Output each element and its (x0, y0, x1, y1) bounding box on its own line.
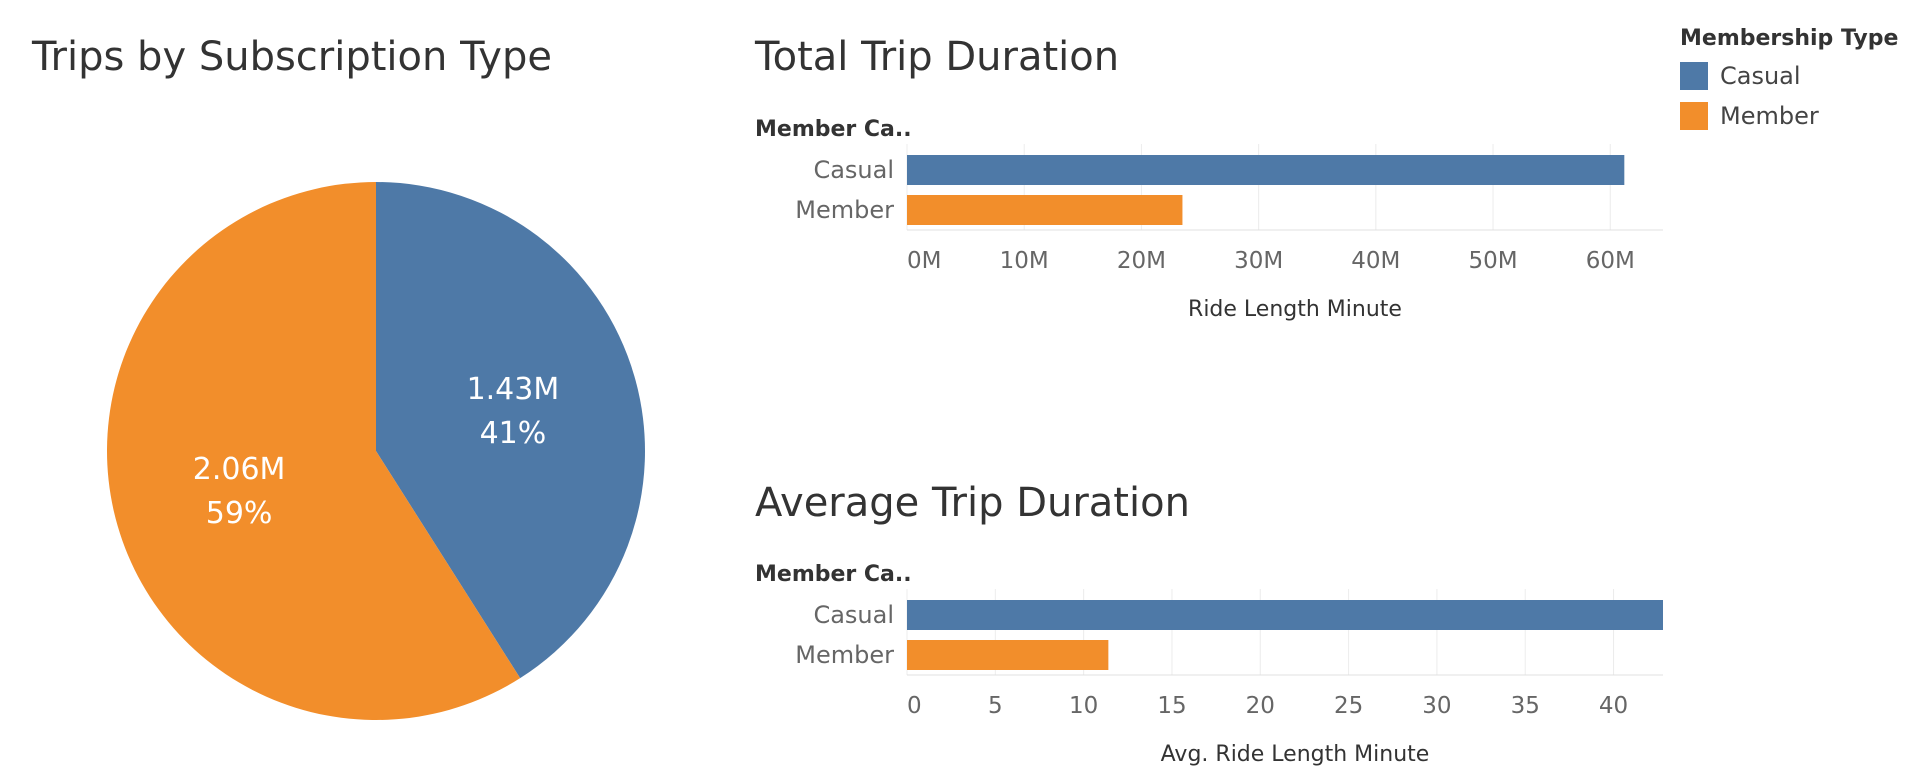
total-duration-row-header: Member Ca.. (755, 117, 912, 142)
average-duration-tick-label-1: 5 (988, 693, 1003, 719)
average-duration-x-axis-title: Avg. Ride Length Minute (1161, 742, 1430, 767)
pie-slice-member (106, 182, 521, 721)
legend-label-member: Member (1720, 102, 1819, 130)
legend-title: Membership Type (1680, 26, 1899, 51)
average-duration-tick-label-0: 0 (907, 693, 922, 719)
total-duration-tick-label-6: 60M (1586, 248, 1635, 274)
average-duration-tick-label-5: 25 (1334, 693, 1363, 719)
total-duration-category-label-casual: Casual (813, 156, 894, 184)
average-duration-tick-label-4: 20 (1246, 693, 1275, 719)
legend-swatch-member (1680, 102, 1708, 130)
total-duration-category-label-member: Member (795, 196, 894, 224)
legend-swatch-casual (1680, 62, 1708, 90)
total-duration-tick-label-3: 30M (1234, 248, 1283, 274)
average-duration-tick-label-6: 30 (1422, 693, 1451, 719)
total-duration-tick-label-4: 40M (1351, 248, 1400, 274)
average-duration-chart-title: Average Trip Duration (755, 480, 1190, 526)
average-duration-bar-member (907, 640, 1109, 670)
pie-label-value-casual: 1.43M (467, 372, 560, 407)
average-duration-tick-label-7: 35 (1511, 693, 1540, 719)
pie-label-value-member: 2.06M (193, 452, 286, 487)
total-duration-bar-casual (907, 155, 1625, 185)
pie-label-percent-member: 59% (206, 496, 273, 531)
pie-slice-casual (376, 182, 645, 679)
total-duration-x-axis-title: Ride Length Minute (1188, 297, 1402, 322)
total-duration-tick-label-1: 10M (1000, 248, 1049, 274)
legend-item-casual[interactable]: Casual (1680, 61, 1898, 91)
legend-item-member[interactable]: Member (1680, 101, 1898, 131)
pie-chart-title: Trips by Subscription Type (32, 34, 552, 80)
total-duration-tick-label-2: 20M (1117, 248, 1166, 274)
total-duration-tick-label-5: 50M (1468, 248, 1517, 274)
membership-legend: Membership Type Casual Member (1680, 26, 1898, 131)
average-duration-category-label-member: Member (795, 641, 894, 669)
average-duration-tick-label-8: 40 (1599, 693, 1628, 719)
legend-label-casual: Casual (1720, 62, 1801, 90)
total-duration-tick-label-0: 0M (907, 248, 941, 274)
total-duration-bar-member (907, 195, 1183, 225)
average-duration-tick-label-3: 15 (1157, 693, 1186, 719)
average-duration-bar-casual (907, 600, 1663, 630)
average-duration-category-label-casual: Casual (813, 601, 894, 629)
pie-label-percent-casual: 41% (480, 416, 547, 451)
total-duration-chart-title: Total Trip Duration (755, 34, 1120, 80)
average-duration-row-header: Member Ca.. (755, 562, 912, 587)
average-duration-tick-label-2: 10 (1069, 693, 1098, 719)
